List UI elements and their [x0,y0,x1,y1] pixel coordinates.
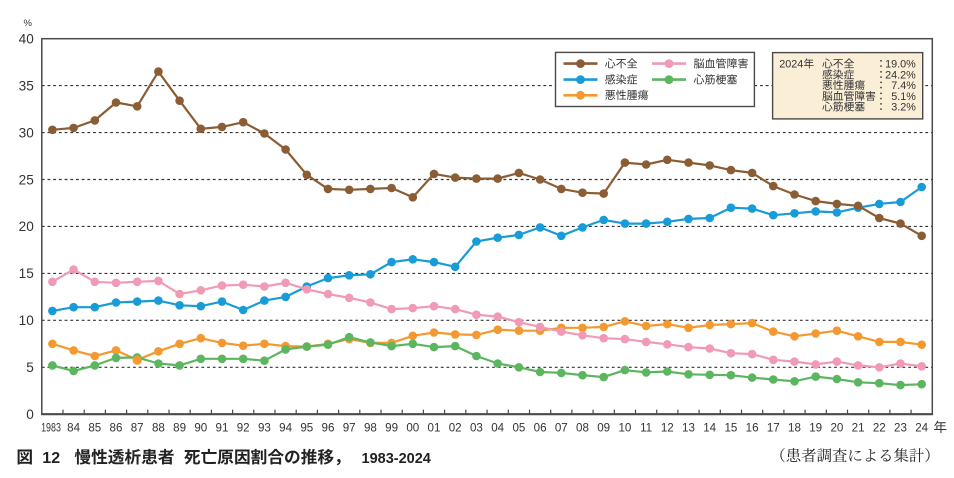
svg-text:85: 85 [88,421,101,434]
svg-text:16: 16 [746,421,759,434]
svg-text:5: 5 [26,360,34,375]
svg-text:脳血管障害: 脳血管障害 [822,88,876,104]
svg-text:35: 35 [19,78,34,93]
svg-text:15: 15 [724,421,737,434]
svg-text:84: 84 [67,421,80,434]
svg-text:感染症: 感染症 [822,67,855,83]
svg-text:30: 30 [19,125,35,140]
svg-text:1983: 1983 [41,421,61,434]
svg-text:13: 13 [682,421,695,434]
svg-text:14: 14 [703,421,716,434]
svg-text:：: ： [876,77,887,93]
svg-text:94: 94 [279,421,292,434]
svg-text:88: 88 [152,421,165,434]
svg-text:：: ： [876,56,887,72]
svg-text:21: 21 [852,421,865,434]
svg-text:1983-2024: 1983-2024 [362,451,431,467]
svg-text:91: 91 [216,421,229,434]
svg-text:%: % [23,18,32,29]
svg-text:99: 99 [385,421,398,434]
svg-text:05: 05 [512,421,525,434]
svg-text:06: 06 [534,421,547,434]
svg-text:：: ： [876,99,887,115]
svg-text:5.1%: 5.1% [891,91,916,103]
svg-text:08: 08 [576,421,589,434]
svg-text:心筋梗塞: 心筋梗塞 [822,99,865,115]
svg-text:07: 07 [555,421,568,434]
svg-text:悪性腫瘍: 悪性腫瘍 [822,77,865,93]
svg-text:01: 01 [428,421,441,434]
svg-text:脳血管障害: 脳血管障害 [694,56,749,72]
svg-text:86: 86 [110,421,123,434]
svg-text:00: 00 [406,421,419,434]
svg-text:22: 22 [873,421,886,434]
svg-text:0: 0 [26,407,34,422]
svg-text:25: 25 [19,172,34,187]
svg-text:98: 98 [364,421,377,434]
svg-text:感染症: 感染症 [605,72,638,88]
svg-text:3.2%: 3.2% [891,102,916,114]
svg-text:12: 12 [42,450,60,467]
svg-text:死亡原因割合の推移，: 死亡原因割合の推移， [184,444,351,468]
svg-text:87: 87 [131,421,144,434]
svg-text:09: 09 [597,421,610,434]
svg-text:19.0%: 19.0% [885,59,916,71]
svg-text:24.2%: 24.2% [885,70,916,82]
svg-text:悪性腫瘍: 悪性腫瘍 [605,87,649,103]
svg-text:心不全: 心不全 [605,56,638,72]
svg-text:15: 15 [19,266,34,281]
svg-text:40: 40 [19,32,35,47]
svg-text:10: 10 [618,421,631,434]
svg-text:96: 96 [322,421,335,434]
svg-text:03: 03 [470,421,483,434]
svg-text:（患者調査による集計）: （患者調査による集計） [770,444,939,466]
svg-text:19: 19 [809,421,822,434]
svg-text:24: 24 [915,421,928,434]
svg-text:95: 95 [300,421,313,434]
svg-text:23: 23 [894,421,907,434]
svg-text:20: 20 [830,421,843,434]
svg-text:17: 17 [767,421,780,434]
svg-text:慢性透析患者: 慢性透析患者 [74,444,174,468]
svg-text:年: 年 [934,416,948,436]
svg-text:心不全: 心不全 [822,56,855,72]
svg-text:02: 02 [449,421,462,434]
svg-text:2024年: 2024年 [779,58,814,71]
svg-text:89: 89 [173,421,186,434]
svg-text:18: 18 [788,421,801,434]
svg-text:04: 04 [491,421,504,434]
svg-text:7.4%: 7.4% [891,80,916,92]
svg-text:11: 11 [640,421,652,434]
svg-text:97: 97 [343,421,356,434]
svg-text:92: 92 [237,421,250,434]
svg-text:10: 10 [19,313,35,328]
svg-text:心筋梗塞: 心筋梗塞 [694,72,738,88]
svg-text:90: 90 [194,421,207,434]
svg-text:：: ： [876,67,887,83]
svg-text:：: ： [876,88,887,104]
svg-text:20: 20 [19,219,35,234]
svg-text:12: 12 [661,421,674,434]
svg-text:図: 図 [16,444,33,468]
svg-text:93: 93 [258,421,271,434]
